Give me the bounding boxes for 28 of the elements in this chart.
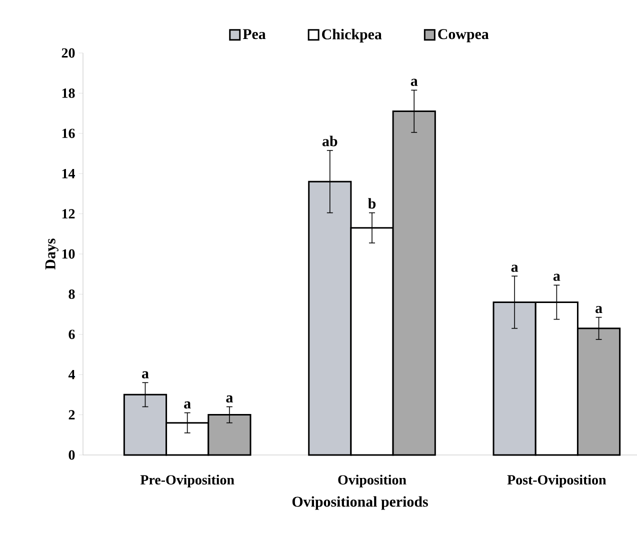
annotation: a — [226, 395, 233, 403]
annotation: a — [511, 264, 518, 272]
legend-label: Cowpea — [438, 29, 489, 42]
y-tick-label: 0 — [68, 450, 75, 460]
annotation: b — [368, 198, 376, 209]
annotation: a — [553, 274, 560, 281]
annotation: ab — [322, 136, 338, 146]
y-tick-label: 2 — [68, 410, 75, 420]
y-tick-label: 16 — [62, 128, 75, 138]
y-tick-label: 10 — [62, 249, 75, 259]
annotation: a — [142, 371, 149, 378]
y-tick-label: 20 — [62, 48, 75, 58]
x-tick-label: Post-Oviposition — [507, 474, 606, 488]
y-axis-title: Days — [45, 238, 58, 270]
x-tick-label: Pre-Oviposition — [140, 474, 234, 488]
y-tick-label: 8 — [68, 289, 75, 299]
x-tick-label: Oviposition — [338, 474, 406, 488]
y-tick-label: 18 — [62, 88, 75, 98]
annotation: a — [410, 78, 418, 86]
annotation: a — [596, 306, 602, 314]
x-axis-title: Ovipositional periods — [292, 496, 428, 510]
y-tick-label: 14 — [62, 168, 75, 178]
y-tick-label: 4 — [68, 370, 75, 380]
legend-label: Chickpea — [322, 28, 382, 42]
legend-label: Pea — [242, 29, 266, 40]
y-tick-label: 12 — [62, 209, 75, 218]
y-tick-label: 6 — [68, 330, 75, 340]
annotation: a — [184, 401, 191, 409]
